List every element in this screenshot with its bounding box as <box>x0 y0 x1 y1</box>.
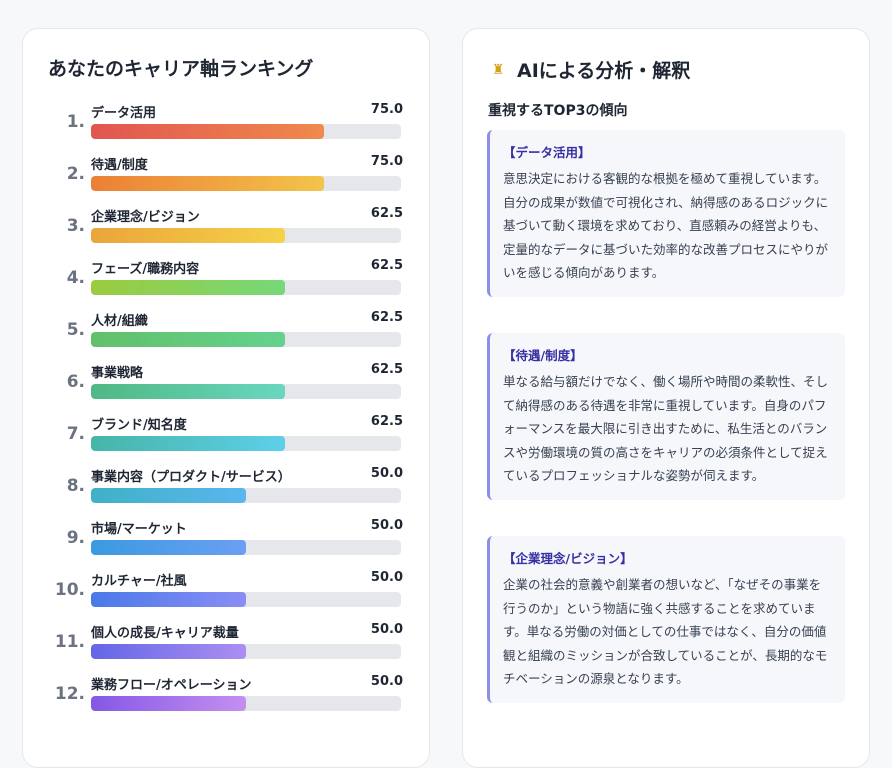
ranking-row: 8. 事業内容（プロダクト/サービス） 50.0 <box>23 466 431 518</box>
ranking-row: 11. 個人の成長/キャリア裁量 50.0 <box>23 622 431 674</box>
ranking-row: 10. カルチャー/社風 50.0 <box>23 570 431 622</box>
ranking-card: あなたのキャリア軸ランキング 1. データ活用 75.0 2. 待遇/制度 75.0 3. 企… <box>22 28 430 768</box>
score-bar-fill <box>91 436 285 451</box>
ranking-row: 2. 待遇/制度 75.0 <box>23 154 431 206</box>
rank-number: 7. <box>66 424 85 444</box>
ranking-row: 7. ブランド/知名度 62.5 <box>23 414 431 466</box>
score-bar-fill <box>91 384 285 399</box>
score-bar-fill <box>91 696 246 711</box>
ranking-row: 12. 業務フロー/オペレーション 50.0 <box>23 674 431 726</box>
rank-score: 50.0 <box>370 674 403 689</box>
analysis-header: ♜ AIによる分析・解釈 <box>489 56 691 83</box>
rank-number: 1. <box>66 112 85 132</box>
rank-score: 62.5 <box>370 206 403 221</box>
rank-number: 6. <box>66 372 85 392</box>
ranking-row: 9. 市場/マーケット 50.0 <box>23 518 431 570</box>
score-bar-track <box>91 124 401 139</box>
rank-label: 事業内容（プロダクト/サービス） <box>91 470 291 485</box>
score-bar-fill <box>91 488 246 503</box>
analysis-item-heading: 【企業理念/ビジョン】 <box>503 551 633 566</box>
rank-score: 50.0 <box>370 622 403 637</box>
analysis-item-heading: 【データ活用】 <box>503 145 591 160</box>
rank-score: 75.0 <box>370 154 403 169</box>
rank-label: 市場/マーケット <box>91 522 187 537</box>
score-bar-track <box>91 332 401 347</box>
rank-number: 4. <box>66 268 85 288</box>
score-bar-fill <box>91 332 285 347</box>
rank-label: カルチャー/社風 <box>91 574 187 589</box>
rank-label: 業務フロー/オペレーション <box>91 678 252 693</box>
rank-label: 人材/組織 <box>91 314 148 329</box>
score-bar-track <box>91 644 401 659</box>
rank-score: 50.0 <box>370 466 403 481</box>
score-bar-track <box>91 280 401 295</box>
score-bar-fill <box>91 176 324 191</box>
score-bar-fill <box>91 592 246 607</box>
analysis-item-compensation: 【待遇/制度】 単なる給与額だけでなく、働く場所や時間の柔軟性、そして納得感のあ… <box>487 333 845 500</box>
rank-score: 50.0 <box>370 570 403 585</box>
rank-score: 62.5 <box>370 414 403 429</box>
rank-number: 3. <box>66 216 85 236</box>
rank-number: 5. <box>66 320 85 340</box>
analysis-item-body: 企業の社会的意義や創業者の想いなど、「なぜその事業を行うのか」という物語に強く共… <box>503 577 828 686</box>
rank-label: ブランド/知名度 <box>91 418 187 433</box>
score-bar-track <box>91 488 401 503</box>
analysis-card: ♜ AIによる分析・解釈 重視するTOP3の傾向 【データ活用】 意思決定におけ… <box>462 28 870 768</box>
analysis-title: AIによる分析・解釈 <box>517 60 691 82</box>
analysis-item-data: 【データ活用】 意思決定における客観的な根拠を極めて重視しています。自分の成果が… <box>487 130 845 297</box>
score-bar-fill <box>91 540 246 555</box>
score-bar-track <box>91 592 401 607</box>
rank-score: 62.5 <box>370 310 403 325</box>
ranking-row: 3. 企業理念/ビジョン 62.5 <box>23 206 431 258</box>
analysis-item-heading: 【待遇/制度】 <box>503 348 583 363</box>
rank-number: 12. <box>54 684 85 704</box>
rank-number: 11. <box>54 632 85 652</box>
score-bar-fill <box>91 644 246 659</box>
score-bar-track <box>91 436 401 451</box>
rank-label: 企業理念/ビジョン <box>91 210 200 225</box>
rank-score: 75.0 <box>370 102 403 117</box>
analysis-subtitle: 重視するTOP3の傾向 <box>488 103 628 119</box>
rank-score: 62.5 <box>370 362 403 377</box>
rank-number: 2. <box>66 164 85 184</box>
rank-score: 50.0 <box>370 518 403 533</box>
ranking-title: あなたのキャリア軸ランキング <box>48 58 314 80</box>
score-bar-fill <box>91 228 285 243</box>
score-bar-track <box>91 696 401 711</box>
ranking-row: 4. フェーズ/職務内容 62.5 <box>23 258 431 310</box>
trophy-icon: ♜ <box>491 61 505 78</box>
ranking-row: 1. データ活用 75.0 <box>23 102 431 154</box>
analysis-item-vision: 【企業理念/ビジョン】 企業の社会的意義や創業者の想いなど、「なぜその事業を行う… <box>487 536 845 703</box>
rank-label: 待遇/制度 <box>91 158 148 173</box>
score-bar-track <box>91 540 401 555</box>
ranking-row: 6. 事業戦略 62.5 <box>23 362 431 414</box>
rank-number: 9. <box>66 528 85 548</box>
rank-number: 8. <box>66 476 85 496</box>
score-bar-track <box>91 384 401 399</box>
score-bar-track <box>91 176 401 191</box>
ranking-row: 5. 人材/組織 62.5 <box>23 310 431 362</box>
score-bar-fill <box>91 124 324 139</box>
analysis-item-body: 単なる給与額だけでなく、働く場所や時間の柔軟性、そして納得感のある待遇を非常に重… <box>503 374 829 483</box>
rank-label: フェーズ/職務内容 <box>91 262 200 277</box>
rank-number: 10. <box>54 580 85 600</box>
rank-label: 事業戦略 <box>91 366 144 381</box>
rank-label: データ活用 <box>91 106 157 121</box>
analysis-item-body: 意思決定における客観的な根拠を極めて重視しています。自分の成果が数値で可視化され… <box>503 171 829 280</box>
score-bar-track <box>91 228 401 243</box>
rank-label: 個人の成長/キャリア裁量 <box>91 626 239 641</box>
rank-score: 62.5 <box>370 258 403 273</box>
score-bar-fill <box>91 280 285 295</box>
